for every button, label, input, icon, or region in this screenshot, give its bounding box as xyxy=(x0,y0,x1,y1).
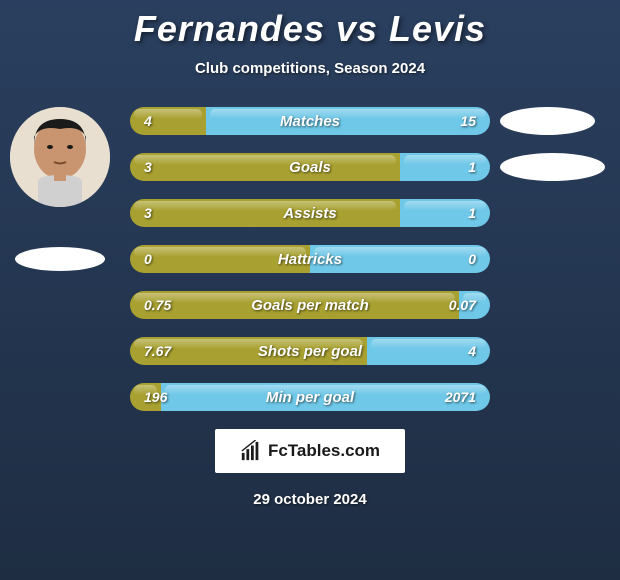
stat-bar-right xyxy=(400,153,490,181)
player-right-badge-2 xyxy=(500,153,605,181)
stat-bar: Assists31 xyxy=(130,199,490,227)
chart-icon xyxy=(240,440,262,462)
stat-bar: Min per goal1962071 xyxy=(130,383,490,411)
player-left-avatar xyxy=(10,107,110,207)
stat-bar-left xyxy=(130,153,400,181)
stat-bar-right xyxy=(206,107,490,135)
footer-logo-text: FcTables.com xyxy=(268,441,380,461)
stat-bar-left xyxy=(130,245,310,273)
stat-bar-right xyxy=(310,245,490,273)
player-face-icon xyxy=(10,107,110,207)
stat-bar-right xyxy=(459,291,490,319)
stat-bar-left xyxy=(130,199,400,227)
footer-date: 29 october 2024 xyxy=(0,491,620,508)
stat-bar: Matches415 xyxy=(130,107,490,135)
stat-bar: Goals per match0.750.07 xyxy=(130,291,490,319)
footer-logo[interactable]: FcTables.com xyxy=(215,429,405,473)
page-title: Fernandes vs Levis xyxy=(0,0,620,50)
player-left-badge xyxy=(15,247,105,271)
stat-bar-left xyxy=(130,383,161,411)
subtitle: Club competitions, Season 2024 xyxy=(0,60,620,77)
stat-bar-left xyxy=(130,107,206,135)
comparison-content: Matches415 Goals31 Assists31 Hattricks00 Goa… xyxy=(0,107,620,411)
stat-bar: Shots per goal7.674 xyxy=(130,337,490,365)
stat-bar-left xyxy=(130,337,367,365)
stat-bar-right xyxy=(161,383,490,411)
stat-bar-left xyxy=(130,291,459,319)
stat-bar: Hattricks00 xyxy=(130,245,490,273)
player-right-badge-1 xyxy=(500,107,595,135)
stat-bar-right xyxy=(367,337,490,365)
stat-bars-container: Matches415 Goals31 Assists31 Hattricks00 Goa… xyxy=(130,107,490,411)
stat-bar-right xyxy=(400,199,490,227)
stat-bar: Goals31 xyxy=(130,153,490,181)
